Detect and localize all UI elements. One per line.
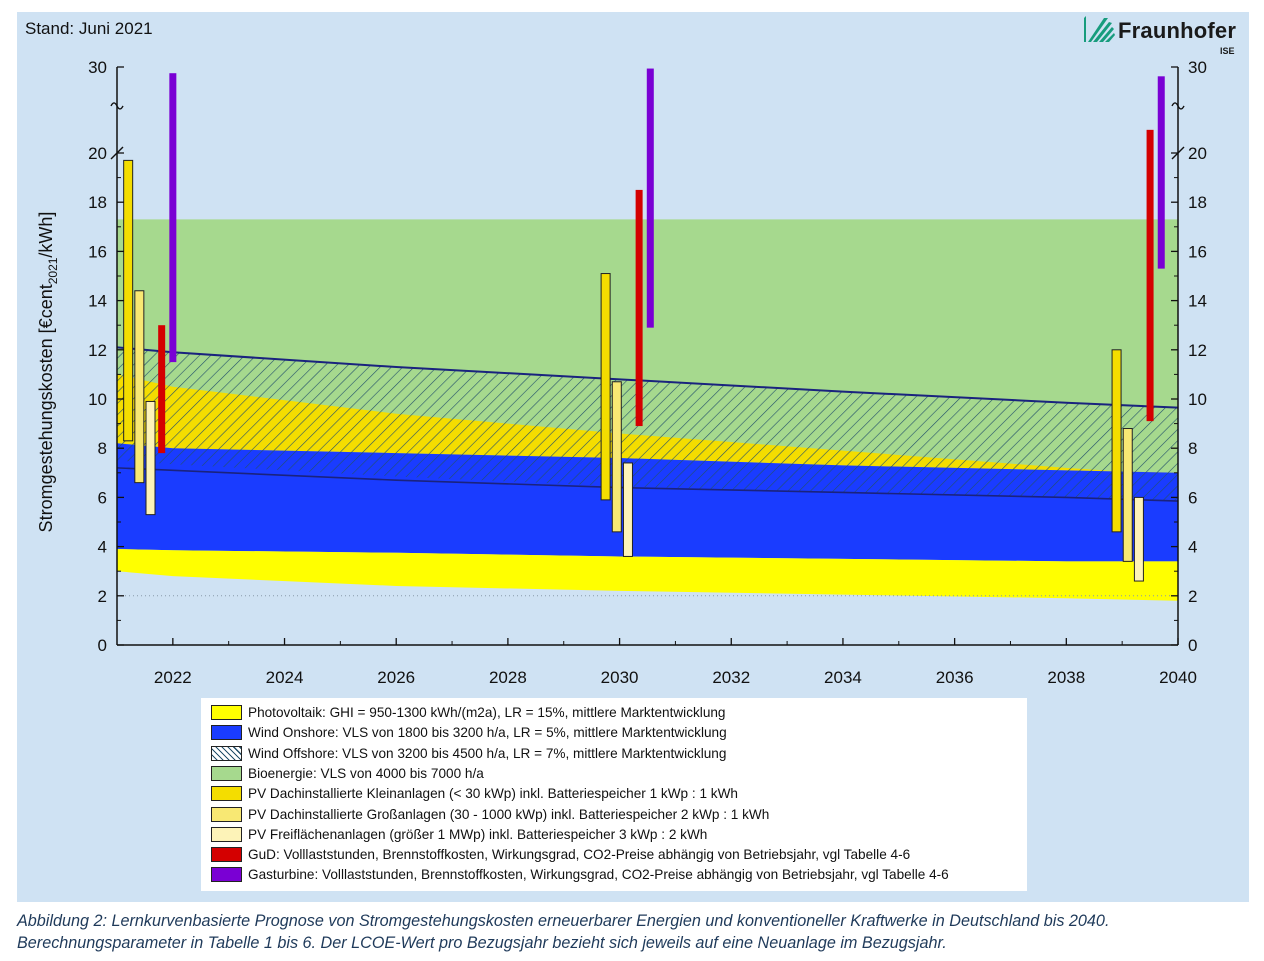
y-tick-label-left-16: 16 [88,242,107,261]
bar-pv-klein-5 [600,273,611,501]
legend-swatch-5 [211,806,242,822]
legend-label-7: GuD: Volllaststunden, Brennstoffkosten, … [248,847,911,863]
x-tick-label-2024: 2024 [266,668,304,687]
y-tick-label-right-16: 16 [1188,242,1207,261]
y-tick-label-right-30: 30 [1188,58,1207,77]
legend-swatch-8 [211,867,242,883]
x-tick-label-2038: 2038 [1047,668,1085,687]
bar-pv-frei-7 [622,462,633,557]
bar-gasturbine-4 [169,73,177,363]
legend-item-7: GuD: Volllaststunden, Brennstoffkosten, … [211,845,910,864]
fraunhofer-mark-icon [1084,16,1115,42]
bar-pv-klein-10 [1111,349,1122,533]
bar-gud-13 [1146,129,1154,422]
y-tick-label-left-20: 20 [88,144,107,163]
x-tick-label-2036: 2036 [936,668,974,687]
legend-swatch-2 [211,745,242,761]
bar-gasturbine-14 [1157,76,1165,269]
y-tick-label-right-12: 12 [1188,341,1207,360]
legend-label-3: Bioenergie: VLS von 4000 bis 7000 h/a [248,765,484,781]
legend-swatch-6 [211,826,242,842]
bar-pv-gross-6 [611,381,622,533]
y-tick-label-right-8: 8 [1188,439,1197,458]
fraunhofer-logo: Fraunhofer ISE [1082,14,1247,60]
y-tick-label-left-8: 8 [98,439,107,458]
bar-pv-klein-0 [123,159,134,442]
axis-break-left-slash [110,146,124,160]
legend-item-4: PV Dachinstallierte Kleinanlagen (< 30 k… [211,784,738,803]
legend-item-1: Wind Onshore: VLS von 1800 bis 3200 h/a,… [211,723,727,742]
brand-sub: ISE [1220,46,1235,56]
x-tick-label-2040: 2040 [1159,668,1197,687]
axis-break-left-upper [110,102,124,110]
bar-pv-frei-12 [1133,496,1144,582]
y-tick-label-left-14: 14 [88,292,107,311]
chart-legend: Photovoltaik: GHI = 950-1300 kWh/(m2a), … [201,698,1027,891]
y-tick-label-right-4: 4 [1188,538,1197,557]
legend-label-8: Gasturbine: Volllaststunden, Brennstoffk… [248,867,949,883]
y-tick-label-right-6: 6 [1188,488,1197,507]
legend-label-2: Wind Offshore: VLS von 3200 bis 4500 h/a… [248,745,727,761]
stand-label: Stand: Juni 2021 [25,19,153,38]
axis-break-right-upper [1171,102,1185,110]
bar-gasturbine-9 [646,68,654,328]
y-tick-label-left-30: 30 [88,58,107,77]
bar-gud-3 [158,325,166,454]
x-tick-label-2028: 2028 [489,668,527,687]
y-tick-label-right-14: 14 [1188,292,1207,311]
y-tick-label-right-18: 18 [1188,193,1207,212]
x-tick-label-2022: 2022 [154,668,192,687]
legend-item-2: Wind Offshore: VLS von 3200 bis 4500 h/a… [211,744,726,763]
bar-pv-frei-2 [145,400,156,516]
legend-swatch-7 [211,847,242,863]
y-tick-label-left-4: 4 [98,538,107,557]
y-tick-label-right-20: 20 [1188,144,1207,163]
x-tick-label-2032: 2032 [712,668,750,687]
y-tick-label-left-6: 6 [98,488,107,507]
bar-pv-gross-11 [1122,428,1133,562]
x-tick-label-2030: 2030 [601,668,639,687]
y-tick-label-right-0: 0 [1188,636,1197,655]
area-photovoltaik [117,549,1178,601]
legend-label-0: Photovoltaik: GHI = 950-1300 kWh/(m2a), … [248,705,726,720]
y-tick-label-right-2: 2 [1188,587,1197,606]
legend-item-8: Gasturbine: Volllaststunden, Brennstoffk… [211,865,949,884]
brand-name: Fraunhofer [1118,18,1237,43]
figure-caption: Abbildung 2: Lernkurvenbasierte Prognose… [17,912,1110,952]
area-wind-offshore [117,347,1178,502]
y-tick-label-left-12: 12 [88,341,107,360]
y-tick-label-left-0: 0 [98,636,107,655]
legend-label-6: PV Freiflächenanlagen (größer 1 MWp) ink… [248,826,708,842]
legend-label-4: PV Dachinstallierte Kleinanlagen (< 30 k… [248,786,738,802]
bar-pv-gross-1 [134,290,145,484]
y-tick-label-right-10: 10 [1188,390,1207,409]
legend-swatch-4 [211,786,242,802]
legend-item-5: PV Dachinstallierte Großanlagen (30 - 10… [211,805,769,824]
x-tick-label-2034: 2034 [824,668,862,687]
legend-label-5: PV Dachinstallierte Großanlagen (30 - 10… [248,806,770,822]
y-tick-label-left-2: 2 [98,587,107,606]
legend-item-0: Photovoltaik: GHI = 950-1300 kWh/(m2a), … [211,703,726,722]
legend-item-6: PV Freiflächenanlagen (größer 1 MWp) ink… [211,825,707,844]
legend-label-1: Wind Onshore: VLS von 1800 bis 3200 h/a,… [248,725,727,741]
x-tick-label-2026: 2026 [377,668,415,687]
legend-item-3: Bioenergie: VLS von 4000 bis 7000 h/a [211,764,484,783]
y-axis-label: Stromgestehungskosten [€cent2021/kWh] [36,212,60,533]
legend-swatch-0 [211,705,242,720]
y-tick-label-left-18: 18 [88,193,107,212]
legend-swatch-3 [211,765,242,781]
y-tick-label-left-10: 10 [88,390,107,409]
legend-swatch-1 [211,725,242,741]
bar-gud-8 [635,189,643,427]
axis-break-right-slash [1171,146,1185,160]
